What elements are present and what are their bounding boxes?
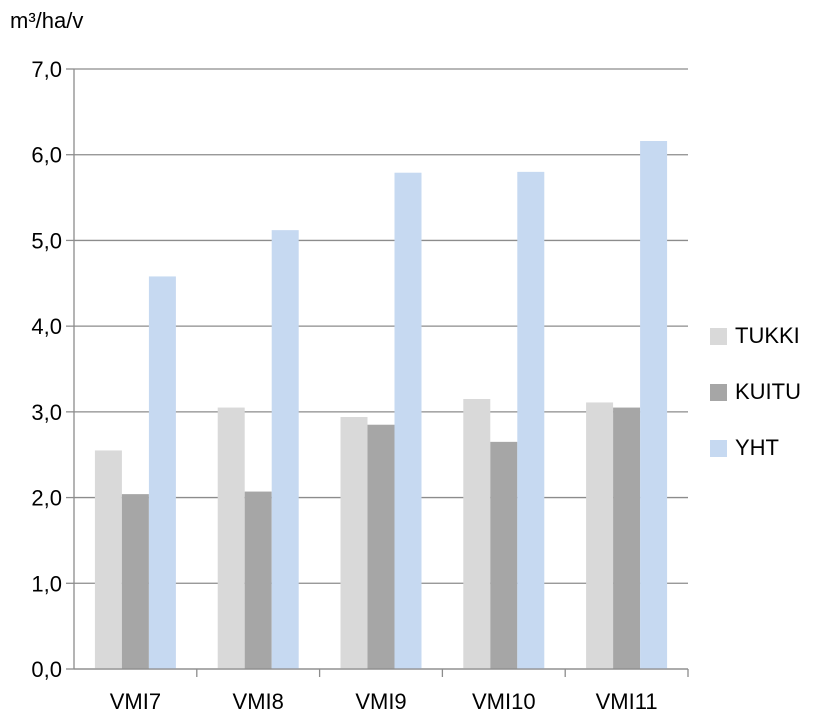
bar-tukki-vmi11 xyxy=(586,402,614,669)
legend-label: KUITU xyxy=(735,379,801,404)
y-tick-label: 5,0 xyxy=(31,228,62,253)
legend-item-yht: YHT xyxy=(710,420,801,476)
x-tick-label: VMI10 xyxy=(472,689,536,714)
x-tick-label: VMI7 xyxy=(110,689,161,714)
bar-tukki-vmi7 xyxy=(94,450,122,669)
x-tick-label: VMI8 xyxy=(233,689,284,714)
y-tick-label: 1,0 xyxy=(31,571,62,596)
bar-kuitu-vmi11 xyxy=(613,407,641,669)
bar-yht-vmi9 xyxy=(394,172,422,669)
x-tick-label: VMI11 xyxy=(596,689,658,714)
y-axis-label: m³/ha/v xyxy=(10,8,84,33)
legend-item-tukki: TUKKI xyxy=(710,308,801,364)
y-tick-label: 7,0 xyxy=(31,57,62,82)
x-tick-label: VMI9 xyxy=(355,689,406,714)
bar-kuitu-vmi7 xyxy=(121,494,149,669)
legend-label: TUKKI xyxy=(735,323,800,348)
bar-yht-vmi10 xyxy=(517,171,545,669)
legend-label: YHT xyxy=(735,435,779,460)
bar-tukki-vmi8 xyxy=(217,407,245,669)
bar-kuitu-vmi10 xyxy=(490,441,518,669)
legend-swatch xyxy=(710,439,727,457)
bar-kuitu-vmi9 xyxy=(367,424,395,669)
bar-kuitu-vmi8 xyxy=(244,491,272,669)
bar-yht-vmi8 xyxy=(271,230,299,669)
legend: TUKKI KUITU YHT xyxy=(710,308,801,476)
y-tick-label: 6,0 xyxy=(31,143,62,168)
y-tick-label: 2,0 xyxy=(31,486,62,511)
bar-tukki-vmi10 xyxy=(463,399,491,669)
legend-swatch xyxy=(710,327,727,345)
legend-swatch xyxy=(710,383,727,401)
legend-item-kuitu: KUITU xyxy=(710,364,801,420)
y-tick-label: 4,0 xyxy=(31,314,62,339)
y-tick-label: 0,0 xyxy=(31,657,62,682)
y-tick-label: 3,0 xyxy=(31,400,62,425)
bar-yht-vmi7 xyxy=(148,276,176,669)
bar-yht-vmi11 xyxy=(640,141,668,669)
bar-tukki-vmi9 xyxy=(340,417,368,669)
